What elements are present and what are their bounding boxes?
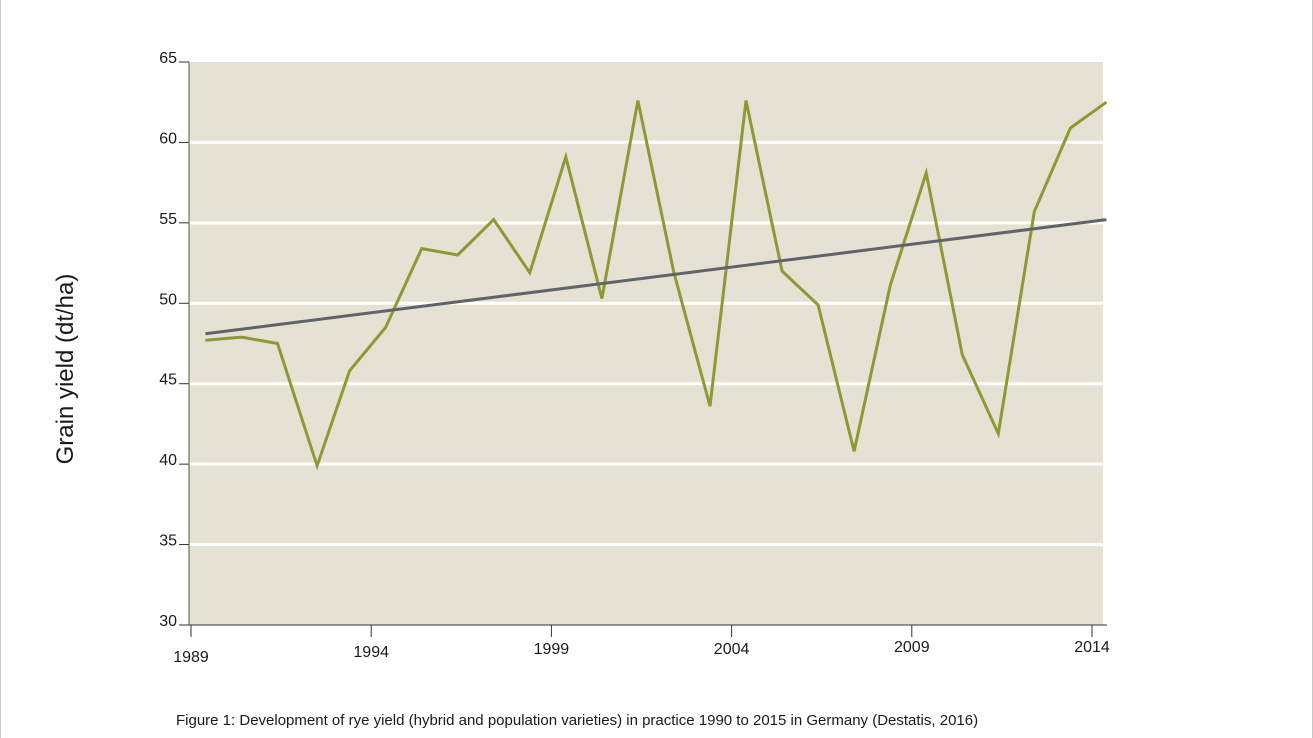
y-axis-title: Grain yield (dt/ha) (52, 274, 79, 465)
yield-line (205, 100, 1108, 471)
x-tick-label: 2004 (714, 641, 750, 658)
y-tick-label: 30 (159, 613, 177, 630)
y-tick-label: 40 (159, 452, 177, 469)
figure-caption: Figure 1: Development of rye yield (hybr… (176, 712, 979, 729)
y-tick-label: 45 (159, 372, 177, 389)
line-chart: 30 35 40 45 50 55 60 65 1989 1994 1999 2004 2009 2014… (52, 50, 1110, 666)
x-tick-label: 1989 (173, 649, 209, 666)
plot-background (189, 62, 1103, 625)
y-tick-label: 60 (159, 130, 177, 147)
y-tick-label: 50 (159, 291, 177, 308)
x-tick-label: 2009 (894, 639, 930, 656)
y-tick-label: 55 (159, 211, 177, 228)
x-tick-label: 2014 (1074, 639, 1110, 656)
series-layer (205, 100, 1108, 471)
trend-line (205, 218, 1107, 336)
x-tick-label: 1994 (353, 644, 389, 661)
x-tick-label: 1999 (534, 641, 570, 658)
y-tick-label: 65 (159, 50, 177, 67)
axes: 30 35 40 45 50 55 60 65 1989 1994 1999 2004 2009 2014 (159, 50, 1110, 666)
y-tick-label: 35 (159, 533, 177, 550)
